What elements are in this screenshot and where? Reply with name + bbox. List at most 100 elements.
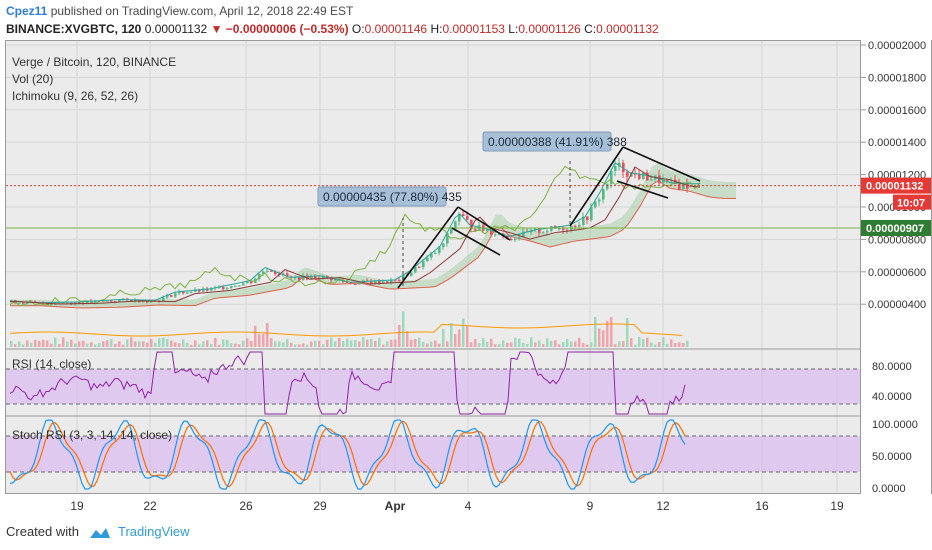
legend-volume[interactable]: Vol (20) [12,72,54,86]
candle-body [430,253,433,258]
countdown-tag-label: 10:07 [897,198,925,210]
volume-bar [398,324,401,347]
candle-body [218,286,221,288]
candle-body [442,243,445,248]
volume-bar [414,339,417,347]
flag-bottom-line [616,180,669,199]
close-label: C: [584,22,597,36]
volume-bar [390,339,393,347]
volume-bar [502,340,505,347]
candle-body [494,234,497,236]
candle-body [22,302,25,304]
volume-bar [638,337,641,347]
candle-body [438,247,441,253]
candle-body [230,286,233,288]
volume-bar [130,337,133,347]
volume-bar [358,341,361,347]
candle-body [238,285,241,287]
volume-bar [474,339,477,347]
volume-bar [78,341,81,347]
volume-bar [534,342,537,347]
publish-info: Cpez11 published on TradingView.com, Apr… [6,4,353,18]
tradingview-link[interactable]: TradingView [118,524,190,539]
candle-body [50,304,53,306]
volume-bar [198,344,201,347]
candle-body [514,238,517,240]
legend-ichimoku[interactable]: Ichimoku (9, 26, 52, 26) [12,89,139,103]
volume-bar [482,337,485,347]
volume-bar [402,311,405,347]
legend-stoch[interactable]: Stoch RSI (3, 3, 14, 14, close) [12,428,173,442]
volume-bar [626,318,629,347]
volume-bar [186,342,189,347]
volume-bar [570,341,573,347]
volume-bar [174,342,177,347]
volume-bar [326,339,329,347]
candle-body [602,189,605,200]
candle-body [242,283,245,286]
volume-bar [642,338,645,347]
candle-body [574,225,577,227]
flag-top-line [457,206,511,241]
volume-bar [150,339,153,347]
candle-body [266,270,269,272]
price-tick-label: 0.00000400 [868,299,926,311]
volume-bar [154,342,157,347]
volume-bar [250,341,253,347]
candle-body [106,300,109,302]
volume-bar [206,340,209,347]
price-axis-column[interactable] [861,40,932,494]
candle-body [246,281,249,284]
level-tag [861,220,931,236]
volume-bar [470,342,473,347]
candle-body [474,229,477,231]
candle-body [182,291,185,294]
volume-bar [310,341,313,347]
legend-main[interactable]: Verge / Bitcoin, 120, BINANCE [12,55,177,69]
rsi-tick-label: 80.0000 [872,361,912,373]
volume-bar [362,337,365,347]
candle-body [618,162,621,167]
flag-pole-line [397,206,459,289]
volume-bar [578,337,581,347]
candle-body [110,300,113,302]
volume-bar [222,339,225,347]
legend-rsi[interactable]: RSI (14, close) [12,357,92,371]
volume-bar [610,317,613,347]
chart-frame[interactable] [5,40,861,494]
conversion-line [9,162,700,304]
volume-bar [686,340,689,347]
candle-body [142,301,145,303]
volume-bar [386,341,389,347]
volume-bar [550,340,553,347]
price-tick-label: 0.00001400 [868,137,926,149]
volume-bar [518,338,521,347]
volume-bar [234,343,237,347]
author-link[interactable]: Cpez11 [6,4,48,18]
base-line [10,166,701,305]
last-price-tag-label: 0.00001132 [866,181,924,193]
volume-bar [446,341,449,347]
volume-bar [58,344,61,347]
volume-bar [338,337,341,347]
volume-bar [286,339,289,347]
candle-body [210,288,213,291]
volume-bar [378,337,381,347]
candle-body [114,301,117,303]
candle-body [314,276,317,279]
flag-pole-line [569,146,624,227]
stoch-k-line [9,419,686,490]
candle-body [418,266,421,268]
volume-bar [514,337,517,347]
volume-bar [86,343,89,347]
volume-bar [522,342,525,347]
volume-bar [274,341,277,347]
candle-body [518,237,521,239]
volume-bar [318,340,321,347]
volume-bar [542,344,545,347]
volume-bar [330,337,333,347]
volume-bar [682,342,685,347]
candle-body [78,302,81,304]
candle-body [146,301,149,303]
